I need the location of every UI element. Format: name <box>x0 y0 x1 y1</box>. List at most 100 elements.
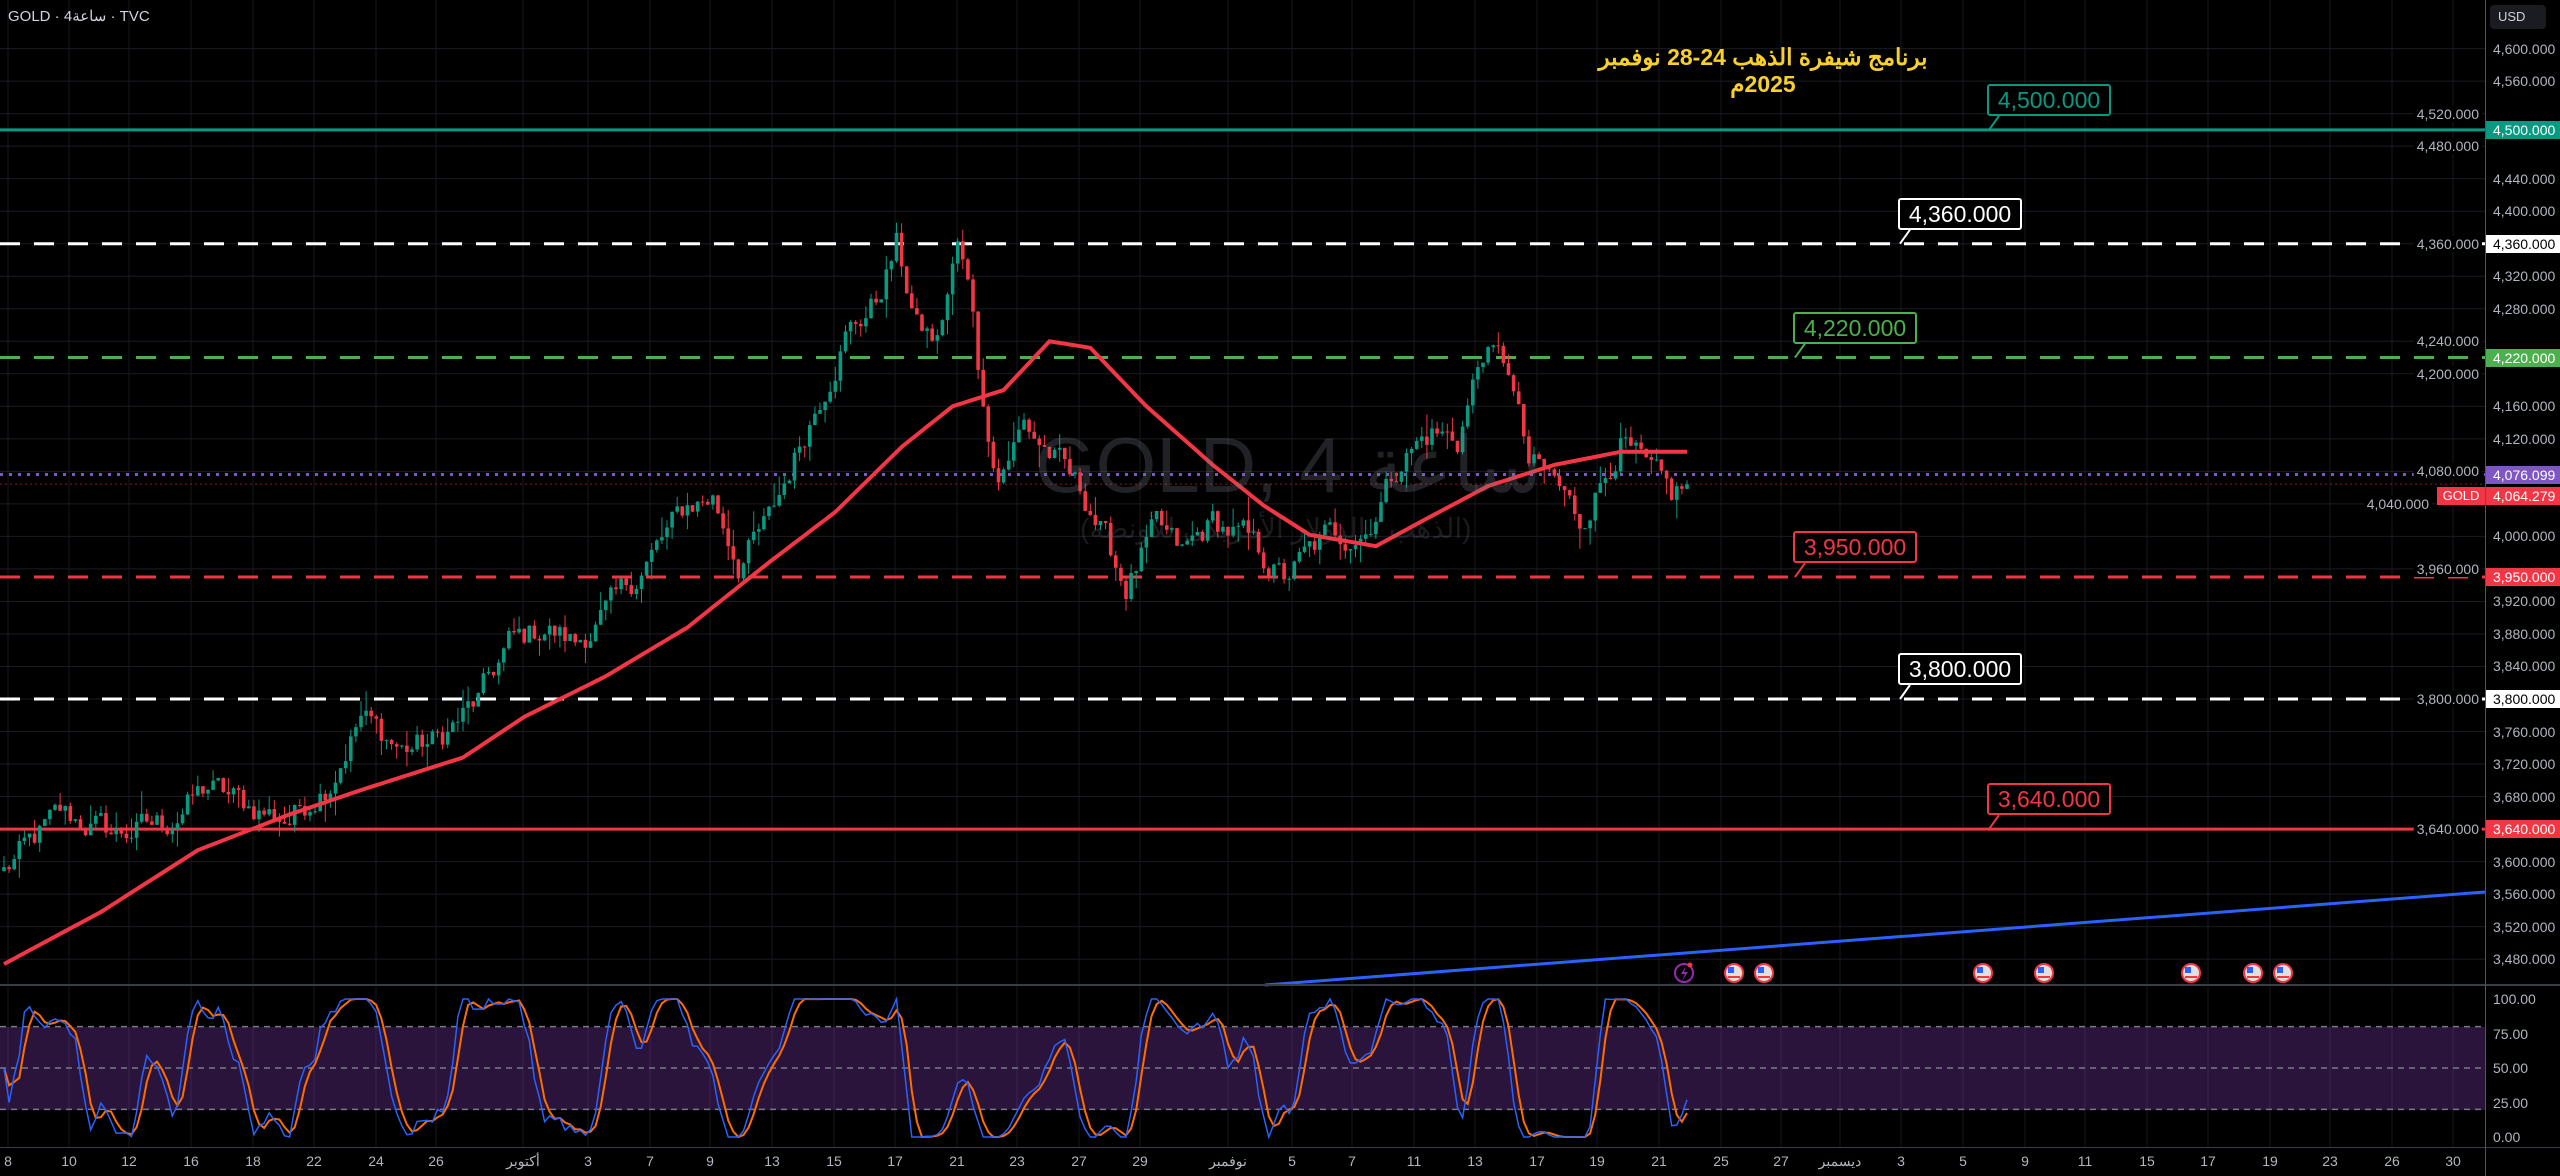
watermark-subtitle: (الذهب / الدولار الأمريكي للأونصة) <box>1080 513 1472 544</box>
candle-body <box>257 810 261 820</box>
candle <box>338 767 343 785</box>
candle <box>940 319 945 337</box>
candle <box>318 783 322 812</box>
candle-body <box>660 537 664 541</box>
candle <box>522 628 526 645</box>
candle-body <box>226 791 231 795</box>
candle-body <box>109 832 113 835</box>
price-tick-label: 3,600.000 <box>2493 853 2556 870</box>
candle <box>1006 441 1011 471</box>
candle <box>1302 530 1307 554</box>
candle <box>486 666 491 675</box>
candle-body <box>1465 405 1470 427</box>
last-price-tag: 4,064.279 <box>2486 487 2560 506</box>
candle <box>1251 518 1256 536</box>
candle-body <box>221 778 226 792</box>
level-label-4360[interactable]: 4,360.000 <box>1898 197 2022 230</box>
candle-body <box>690 505 695 512</box>
candle-body <box>241 789 246 809</box>
candle <box>1307 540 1312 557</box>
candle-body <box>73 819 78 821</box>
stoch-k-line <box>3 996 1688 1140</box>
candle <box>578 639 583 643</box>
candle-body <box>486 672 491 674</box>
level-label-4500[interactable]: 4,500.000 <box>1987 83 2111 116</box>
candle-body <box>78 819 83 829</box>
candle-body <box>767 506 771 517</box>
candle-body <box>731 546 736 560</box>
time-tick-label: 18 <box>245 1153 261 1169</box>
candle-body <box>553 625 557 636</box>
time-tick-label: نوفمبر <box>1209 1153 1247 1169</box>
level-label-3640[interactable]: 3,640.000 <box>1987 783 2111 816</box>
candle-body <box>1399 471 1404 482</box>
candle-body <box>1664 470 1669 479</box>
candle-body <box>99 813 103 816</box>
level-label-4220[interactable]: 4,220.000 <box>1793 311 1917 344</box>
candle <box>1190 521 1195 547</box>
candle-body <box>1506 363 1511 376</box>
candle-body <box>853 321 858 324</box>
candle-body <box>1037 438 1042 446</box>
oscillator-tick-label: 0.00 <box>2493 1129 2521 1145</box>
candle-body <box>961 241 965 260</box>
us-flag-icon <box>2243 963 2263 983</box>
candle-body <box>1318 534 1322 550</box>
oscillator-tick-label: 50.00 <box>2493 1060 2529 1076</box>
candle-body <box>1578 513 1582 529</box>
price-axis[interactable] <box>2485 0 2560 1176</box>
candle <box>1414 437 1419 451</box>
candle <box>991 436 996 472</box>
candle <box>1516 381 1521 405</box>
symbol-header[interactable]: GOLD · 4ساعة · TVC <box>8 8 150 25</box>
candle-body <box>420 734 424 747</box>
candle-body <box>400 745 404 747</box>
candle <box>966 257 970 281</box>
stoch-rsi-lines <box>3 996 1688 1140</box>
candle <box>190 784 195 805</box>
candle <box>915 298 919 315</box>
candle-body <box>456 721 460 723</box>
candle-body <box>1659 459 1664 471</box>
candle-body <box>639 575 644 589</box>
level-label-pointer <box>1988 115 2000 131</box>
candle <box>955 238 960 272</box>
candle-body <box>588 641 593 648</box>
candle <box>104 805 108 838</box>
price-chart[interactable] <box>0 0 2485 1148</box>
candle-body <box>1409 448 1414 454</box>
candle <box>1675 482 1679 519</box>
candle-body <box>491 672 496 676</box>
level-label-3800[interactable]: 3,800.000 <box>1898 653 2022 685</box>
candle <box>252 799 256 821</box>
candle-body <box>609 587 613 601</box>
flag-canton <box>2277 967 2283 973</box>
candle-body <box>996 468 1001 483</box>
candle-body <box>282 821 287 824</box>
time-tick-label: 15 <box>2139 1153 2155 1169</box>
candle <box>1073 471 1077 479</box>
oscillator-tick-label: 75.00 <box>2493 1025 2529 1042</box>
currency-button[interactable]: USD <box>2490 5 2546 29</box>
candle-body <box>2 867 6 872</box>
candle-body <box>629 585 634 595</box>
time-tick-label: 15 <box>826 1153 842 1169</box>
candle <box>420 729 424 757</box>
moving-average-line <box>3 339 1687 966</box>
candle <box>1659 459 1664 475</box>
level-label-3950[interactable]: 3,950.000 <box>1793 531 1917 564</box>
candle-body <box>751 531 756 541</box>
candle <box>950 256 955 316</box>
candle-body <box>1455 440 1460 453</box>
candle <box>1557 468 1562 491</box>
pane-separator[interactable] <box>0 984 2560 986</box>
candle <box>1159 508 1164 526</box>
candle-body <box>1251 531 1256 533</box>
candle-body <box>522 628 526 643</box>
candle-body <box>354 727 358 737</box>
candle <box>542 633 547 641</box>
candle-body <box>185 794 190 815</box>
candle <box>996 458 1001 491</box>
candle <box>129 818 134 843</box>
candle <box>986 404 991 458</box>
